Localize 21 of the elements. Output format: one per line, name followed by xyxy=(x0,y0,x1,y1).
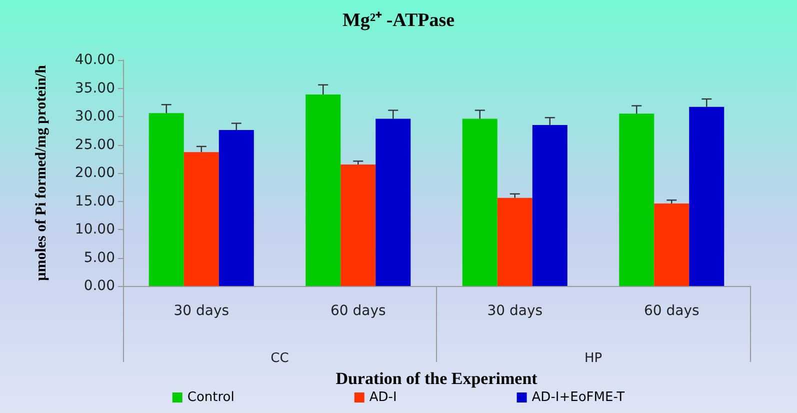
y-tick-label: 0.00 xyxy=(84,278,115,294)
y-tick-label: 25.00 xyxy=(74,136,115,153)
legend-label: AD-I xyxy=(369,390,397,405)
legend-label: Control xyxy=(187,390,234,405)
y-tick-label: 20.00 xyxy=(74,165,115,181)
y-tick-label: 40.00 xyxy=(74,52,115,68)
y-tick-label: 30.00 xyxy=(74,108,115,124)
chart-title: Mg²⁺ -ATPase xyxy=(342,10,455,31)
x-axis-title: Duration of the Experiment xyxy=(336,369,538,388)
x-tick-label: 60 days xyxy=(644,303,700,319)
y-tick-label: 35.00 xyxy=(74,80,115,96)
y-axis-title: µmoles of Pi formed/mg protein/h xyxy=(34,64,50,281)
x-tick-label: 60 days xyxy=(330,303,386,319)
x-tick-label: 30 days xyxy=(174,303,230,319)
x-tick-label: 30 days xyxy=(487,303,543,319)
y-tick-label: 10.00 xyxy=(74,222,115,238)
legend-label: AD-I+EoFME-T xyxy=(532,390,625,405)
text: HP xyxy=(584,351,602,366)
y-tick-label: 5.00 xyxy=(84,250,115,266)
y-tick-label: 15.00 xyxy=(74,193,115,210)
text: CC xyxy=(270,351,289,366)
